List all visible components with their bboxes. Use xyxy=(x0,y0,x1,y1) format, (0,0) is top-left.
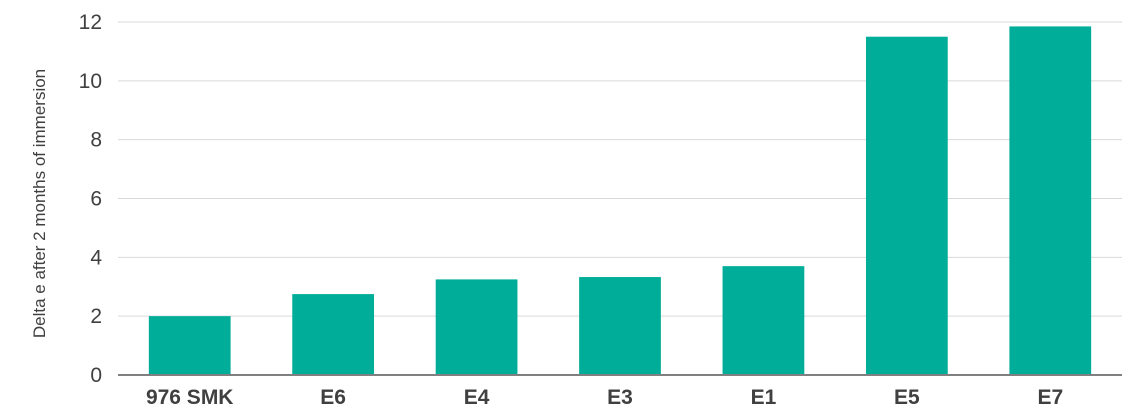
bar-e6 xyxy=(292,294,375,375)
y-tick-label: 6 xyxy=(90,188,102,211)
bar-976-smk xyxy=(148,316,231,375)
gridlines xyxy=(118,21,1122,317)
x-tick-label: E6 xyxy=(320,386,346,409)
y-tick-label: 4 xyxy=(90,246,102,269)
y-tick-labels: 0 2 4 6 8 10 12 xyxy=(79,11,103,387)
y-tick-label: 12 xyxy=(79,11,102,34)
x-tick-label: E3 xyxy=(607,386,633,409)
x-tick-label: E1 xyxy=(751,386,777,409)
bar-e1 xyxy=(722,266,805,375)
bar-e5 xyxy=(865,36,948,375)
x-tick-label: E5 xyxy=(894,386,920,409)
x-tick-label: E7 xyxy=(1037,386,1063,409)
y-tick-label: 0 xyxy=(90,364,102,387)
x-tick-label: 976 SMK xyxy=(146,386,234,409)
bar-e3 xyxy=(579,277,661,375)
bar-e4 xyxy=(435,279,518,375)
y-tick-label: 2 xyxy=(90,305,102,328)
x-tick-label: E4 xyxy=(464,386,490,409)
y-tick-label: 10 xyxy=(79,70,102,93)
x-tick-labels: 976 SMK E6 E4 E3 E1 E5 E7 xyxy=(146,386,1063,409)
y-axis-label: Delta e after 2 months of immersion xyxy=(30,69,49,338)
bar-e7 xyxy=(1009,26,1092,375)
y-tick-label: 8 xyxy=(90,129,102,152)
bars xyxy=(148,26,1092,375)
